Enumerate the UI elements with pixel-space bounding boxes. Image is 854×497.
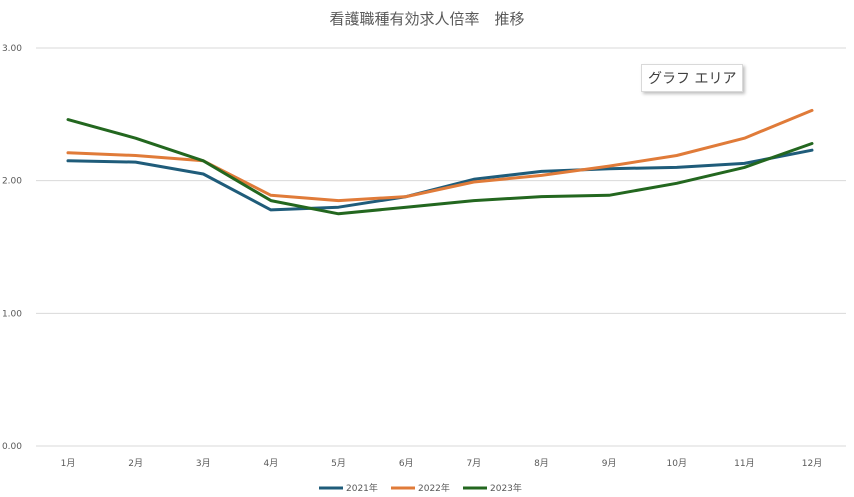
y-tick-label-1: 1.00 [2, 309, 22, 319]
legend-label-2: 2023年 [490, 482, 522, 494]
x-tick-label-6: 7月 [466, 458, 481, 469]
x-tick-label-4: 5月 [331, 458, 346, 469]
x-tick-label-8: 9月 [602, 458, 617, 469]
x-tick-label-2: 3月 [196, 458, 211, 469]
x-tick-label-0: 1月 [61, 458, 76, 469]
chart-area-tooltip: グラフ エリア [641, 64, 744, 92]
x-tick-label-10: 11月 [734, 458, 754, 469]
y-tick-label-3: 3.00 [2, 44, 22, 54]
y-tick-label-0: 0.00 [2, 442, 22, 452]
legend-label-1: 2022年 [418, 482, 450, 494]
chart-title: 看護職種有効求人倍率 推移 [329, 10, 525, 28]
series-line-2023年 [66, 118, 814, 216]
x-tick-label-1: 2月 [128, 458, 143, 469]
series-line-2022年 [66, 108, 814, 203]
x-tick-label-7: 8月 [534, 458, 549, 469]
legend-label-0: 2021年 [346, 482, 378, 494]
x-tick-label-11: 12月 [802, 458, 822, 469]
y-tick-label-2: 2.00 [2, 177, 22, 187]
x-tick-label-9: 10月 [667, 458, 687, 469]
x-tick-label-5: 6月 [399, 458, 414, 469]
x-tick-label-3: 4月 [264, 458, 279, 469]
